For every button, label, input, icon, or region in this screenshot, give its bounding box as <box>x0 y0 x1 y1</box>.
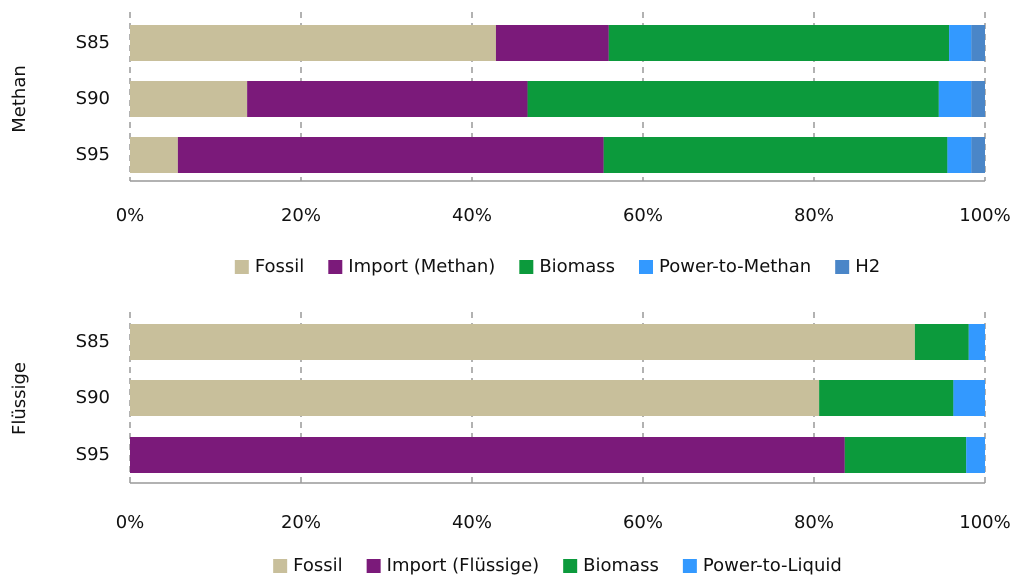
bar-segment <box>177 137 604 173</box>
legend-swatch <box>366 559 381 573</box>
x-tick-label: 100% <box>959 205 1010 226</box>
legend-swatch <box>273 559 288 573</box>
bar-segment <box>819 380 954 416</box>
legend: Fossil Import (Methan) Biomass Power-to-Met… <box>234 256 880 277</box>
legend-label: Fossil <box>293 555 342 576</box>
y-tick-label: S90 <box>76 387 110 408</box>
bar-segment <box>949 25 972 61</box>
legend-label: Import (Methan) <box>348 256 495 277</box>
legend-label: Fossil <box>255 256 304 277</box>
x-tick-label: 60% <box>623 205 663 226</box>
legend-swatch <box>328 260 343 274</box>
bar-segment <box>914 324 969 360</box>
bar-segment <box>247 81 528 117</box>
bar-segment <box>844 437 967 473</box>
bar-segment <box>130 25 496 61</box>
y-axis-label: Methan <box>9 65 30 133</box>
legend-swatch <box>835 260 850 274</box>
bar-segment <box>130 380 820 416</box>
bar-segment <box>966 437 985 473</box>
bar-segment <box>527 81 939 117</box>
legend-swatch <box>563 559 578 573</box>
chart: 0% 20% 40% 60% 80% 100% Methan S85 S90 S95 Fossil I… <box>9 12 1011 277</box>
y-tick-label: S95 <box>76 144 110 165</box>
bar-segment <box>603 137 948 173</box>
legend-label: Power-to-Liquid <box>703 555 842 576</box>
legend-swatch <box>682 559 697 573</box>
bar-segment <box>130 324 915 360</box>
y-tick-label: S85 <box>76 32 110 53</box>
legend-swatch <box>519 260 534 274</box>
x-tick-label: 20% <box>281 205 321 226</box>
x-tick-label: 0% <box>116 205 145 226</box>
bar-segment <box>953 380 985 416</box>
y-tick-label: S85 <box>76 331 110 352</box>
chart: 0% 20% 40% 60% 80% 100% Flüssige S85 S90 S95 Fossi… <box>9 312 1011 576</box>
legend-label: Power-to-Methan <box>659 256 811 277</box>
bar-segment <box>130 137 178 173</box>
legend-label: Biomass <box>539 256 615 277</box>
legend-label: H2 <box>855 256 880 277</box>
legend: Fossil Import (Flüssige) Biomass Power-to-L… <box>273 555 842 576</box>
legend-label: Biomass <box>583 555 659 576</box>
legend-swatch <box>639 260 653 274</box>
bar-segment <box>947 137 972 173</box>
x-tick-label: 20% <box>281 512 321 533</box>
bar-segment <box>971 25 985 61</box>
x-tick-label: 60% <box>623 512 663 533</box>
bar-segment <box>971 81 985 117</box>
x-tick-label: 40% <box>452 205 492 226</box>
legend-label: Import (Flüssige) <box>387 555 540 576</box>
x-tick-label: 80% <box>794 205 834 226</box>
bar-segment <box>938 81 972 117</box>
x-tick-label: 80% <box>794 512 834 533</box>
bar-segment <box>130 81 248 117</box>
x-tick-label: 0% <box>116 512 145 533</box>
y-tick-label: S90 <box>76 88 110 109</box>
x-tick-label: 100% <box>959 512 1010 533</box>
bar-segment <box>971 137 985 173</box>
y-tick-label: S95 <box>76 444 110 465</box>
y-axis-label: Flüssige <box>9 362 30 435</box>
legend-swatch <box>234 260 249 274</box>
bar-segment <box>968 324 985 360</box>
bar-segment <box>608 25 950 61</box>
bar-segment <box>495 25 609 61</box>
bar-segment <box>130 437 845 473</box>
x-tick-label: 40% <box>452 512 492 533</box>
